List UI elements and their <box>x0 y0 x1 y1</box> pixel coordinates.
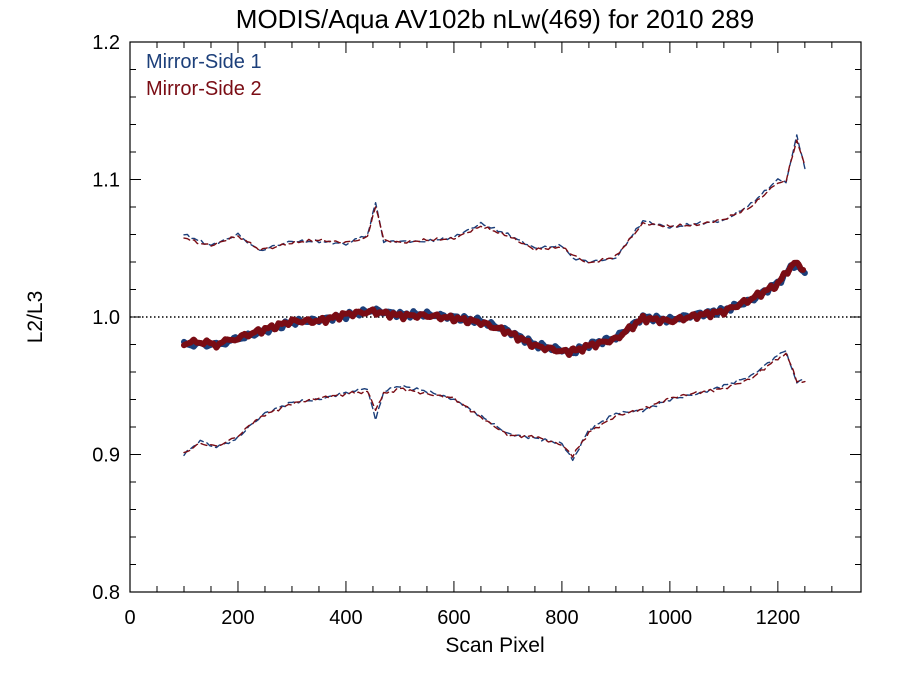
x-tick-label: 400 <box>329 607 362 629</box>
axis-layer: 0 200 400 600 800 1000 1200 0.8 0.9 1.0 1.1 1.2 <box>92 32 861 629</box>
series-upper-mirror-side-2 <box>183 139 806 264</box>
x-tick-label: 800 <box>545 607 578 629</box>
series-lower-mirror-side-1 <box>183 350 806 462</box>
chart-title: MODIS/Aqua AV102b nLw(469) for 2010 289 <box>236 4 754 34</box>
y-tick-label: 1.1 <box>92 170 120 192</box>
legend-entry-mirror-side-2: Mirror-Side 2 <box>146 78 262 100</box>
plot-frame <box>129 41 862 593</box>
y-tick-label: 0.8 <box>92 582 120 604</box>
y-tick-label: 0.9 <box>92 445 120 467</box>
series-upper-mirror-side-1 <box>183 134 806 264</box>
y-axis-label: L2/L3 <box>24 291 47 344</box>
y-tick-label: 1.0 <box>92 307 120 329</box>
x-tick-label: 200 <box>221 607 254 629</box>
data-layer <box>130 134 861 462</box>
series-lower-mirror-side-2 <box>183 352 806 458</box>
x-tick-label: 1200 <box>756 607 801 629</box>
x-tick-label: 1000 <box>648 607 693 629</box>
x-tick-label: 600 <box>437 607 470 629</box>
series-mean-mirror-side-2 <box>181 259 808 358</box>
y-tick-label: 1.2 <box>92 32 120 54</box>
x-tick-label: 0 <box>124 607 135 629</box>
x-axis-label: Scan Pixel <box>445 634 544 657</box>
legend-entry-mirror-side-1: Mirror-Side 1 <box>146 51 262 73</box>
